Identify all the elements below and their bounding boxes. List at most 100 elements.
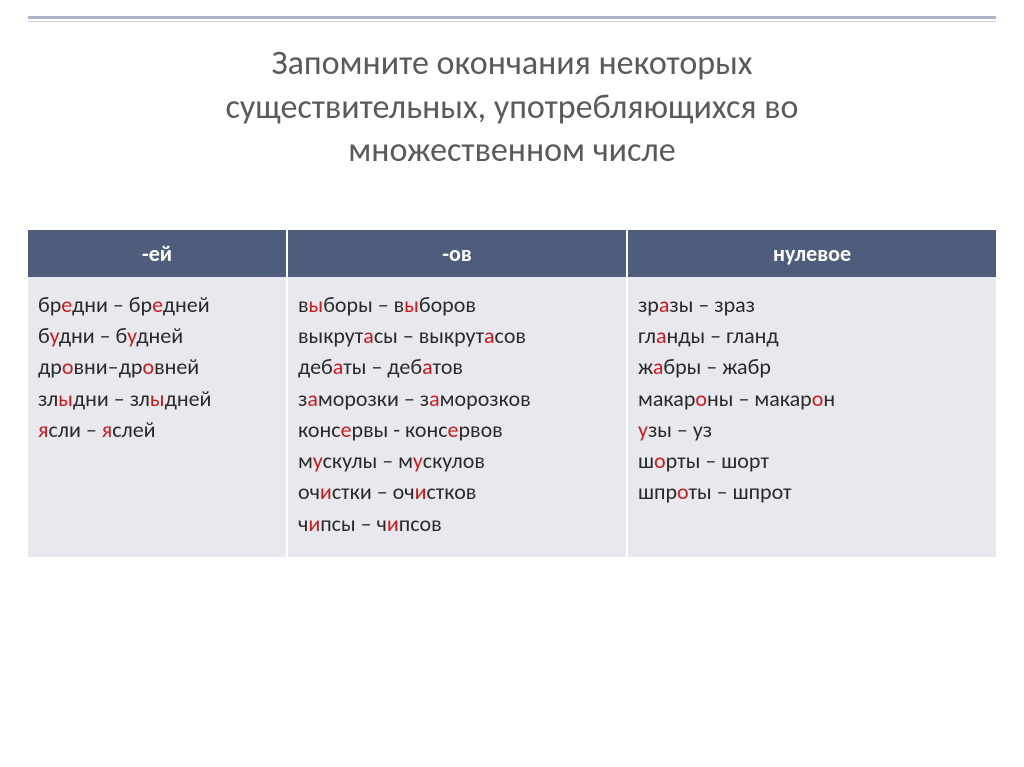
text-fragment: выкрут [298, 322, 363, 349]
stressed-letter: у [313, 447, 323, 474]
title-line-3: множественном числе [348, 130, 675, 171]
text-fragment: псов [399, 510, 442, 537]
text-fragment: дней [163, 291, 210, 318]
table-line: очистки – очистков [298, 476, 616, 507]
stressed-letter: я [38, 416, 48, 443]
text-fragment: рвов [458, 416, 502, 443]
text-fragment: дней [165, 385, 212, 412]
table-line: мускулы – мускулов [298, 445, 616, 476]
text-fragment: зы – зраз [669, 291, 755, 318]
text-fragment: стки – оч [332, 478, 415, 505]
text-fragment: макар [638, 385, 695, 412]
text-fragment: з [298, 385, 307, 412]
stressed-letter: о [812, 385, 824, 412]
table-line: злыдни – злыдней [38, 383, 276, 414]
stressed-letter: а [429, 385, 440, 412]
text-fragment: ч [298, 510, 308, 537]
stressed-letter: е [152, 291, 163, 318]
stressed-letter: а [307, 385, 318, 412]
text-fragment: зы – уз [648, 416, 712, 443]
cell-ej: бредни – бреднейбудни – буднейдровни–дро… [28, 277, 286, 557]
text-fragment: в [298, 291, 309, 318]
table-line: выкрутасы – выкрутасов [298, 320, 616, 351]
stressed-letter: ы [58, 385, 73, 412]
text-fragment: зр [638, 291, 659, 318]
stressed-letter: о [654, 447, 666, 474]
table-line: бредни – бредней [38, 289, 276, 320]
table-line: дебаты – дебатов [298, 351, 616, 382]
table-line: узы – уз [638, 414, 986, 445]
stressed-letter: а [484, 322, 495, 349]
stressed-letter: о [695, 385, 707, 412]
text-fragment: сли – [48, 416, 101, 443]
stressed-letter: а [333, 353, 343, 380]
text-fragment: морозков [440, 385, 531, 412]
text-fragment: ш [638, 447, 654, 474]
text-fragment: слей [112, 416, 155, 443]
text-fragment: ны – макар [707, 385, 812, 412]
text-fragment: скулов [423, 447, 485, 474]
stressed-letter: а [653, 353, 664, 380]
text-fragment: сы – выкрут [374, 322, 484, 349]
text-fragment: скулы – м [323, 447, 413, 474]
stressed-letter: у [127, 322, 136, 349]
table-header-ej: -ей [28, 230, 286, 277]
text-fragment: ты – деб [343, 353, 422, 380]
slide-title: Запомните окончания некоторых существите… [0, 42, 1024, 173]
title-line-2: существительных, употребляющихся во [226, 87, 799, 128]
stressed-letter: е [341, 416, 352, 443]
stressed-letter: а [656, 322, 667, 349]
stressed-letter: и [415, 478, 427, 505]
stressed-letter: е [61, 291, 72, 318]
table-line: будни – будней [38, 320, 276, 351]
table-line: шорты – шорт [638, 445, 986, 476]
text-fragment: дни – зл [73, 385, 150, 412]
stressed-letter: я [102, 416, 112, 443]
text-fragment: ты – шпрот [689, 478, 792, 505]
text-fragment: тов [433, 353, 463, 380]
text-fragment: рты – шорт [666, 447, 769, 474]
text-fragment: морозки – з [318, 385, 429, 412]
cell-ov: выборы – выбороввыкрутасы – выкрутасовде… [286, 277, 626, 557]
text-fragment: дней [136, 322, 183, 349]
text-fragment: конс [298, 416, 341, 443]
table-line: шпроты – шпрот [638, 476, 986, 507]
table-line: выборы – выборов [298, 289, 616, 320]
text-fragment: деб [298, 353, 333, 380]
table-header-row: -ей -ов нулевое [28, 230, 996, 277]
text-fragment: рвы - конс [352, 416, 448, 443]
text-fragment: зл [38, 385, 58, 412]
stressed-letter: а [422, 353, 432, 380]
table-header-null: нулевое [626, 230, 996, 277]
text-fragment: бры – жабр [663, 353, 771, 380]
stressed-letter: а [363, 322, 374, 349]
text-fragment: б [38, 322, 50, 349]
text-fragment: дни – бр [72, 291, 152, 318]
text-fragment: вней [154, 353, 199, 380]
cell-null: зразы – зразгланды – гланджабры – жабрма… [626, 277, 996, 557]
table-line: макароны – макарон [638, 383, 986, 414]
text-fragment: вни–др [73, 353, 142, 380]
stressed-letter: ы [404, 291, 419, 318]
text-fragment: нды – гланд [667, 322, 779, 349]
table-line: чипсы – чипсов [298, 508, 616, 539]
stressed-letter: а [659, 291, 670, 318]
table-line: зразы – зраз [638, 289, 986, 320]
text-fragment: боры – в [323, 291, 404, 318]
text-fragment: м [298, 447, 313, 474]
stressed-letter: о [142, 353, 154, 380]
stressed-letter: и [320, 478, 332, 505]
endings-table: -ей -ов нулевое бредни – бреднейбудни – … [28, 230, 996, 557]
text-fragment: бр [38, 291, 61, 318]
table-line: гланды – гланд [638, 320, 986, 351]
text-fragment: гл [638, 322, 656, 349]
stressed-letter: е [448, 416, 459, 443]
stressed-letter: и [308, 510, 320, 537]
stressed-letter: ы [309, 291, 324, 318]
text-fragment: н [823, 385, 835, 412]
table-line: ясли – яслей [38, 414, 276, 445]
table-body-row: бредни – бреднейбудни – буднейдровни–дро… [28, 277, 996, 557]
text-fragment: др [38, 353, 62, 380]
horizontal-rule [28, 16, 996, 19]
stressed-letter: у [413, 447, 423, 474]
